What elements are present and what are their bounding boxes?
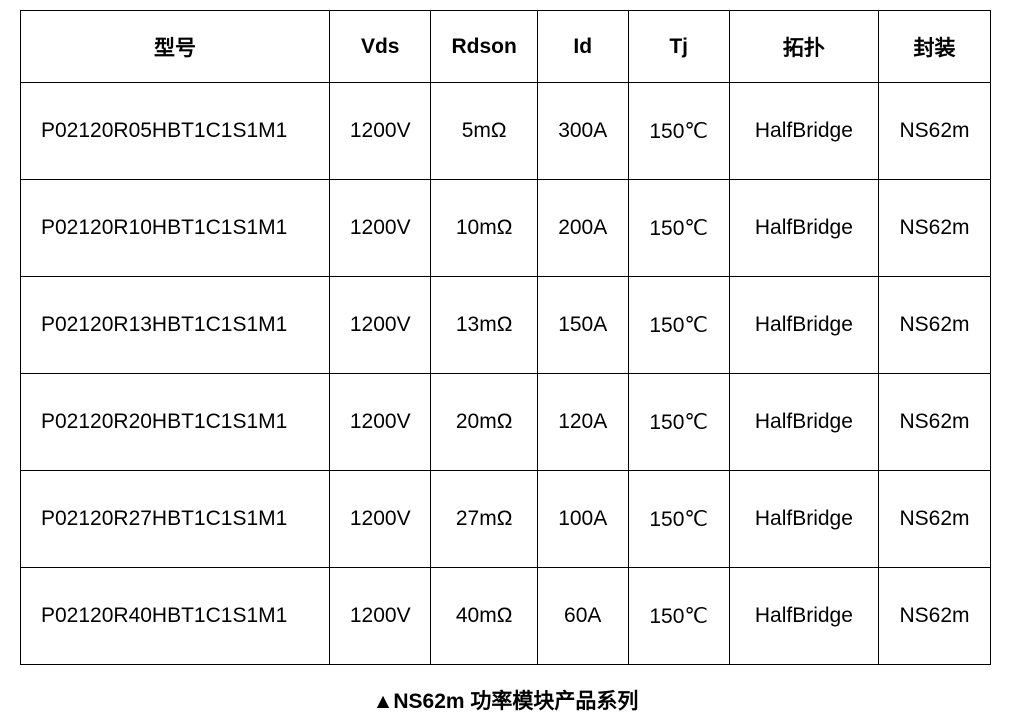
cell-package: NS62m	[879, 180, 991, 277]
cell-package: NS62m	[879, 83, 991, 180]
cell-vds: 1200V	[330, 83, 431, 180]
table-row: P02120R05HBT1C1S1M1 1200V 5mΩ 300A 150℃ …	[21, 83, 991, 180]
cell-topology: HalfBridge	[729, 83, 878, 180]
col-id: Id	[537, 11, 628, 83]
cell-id: 120A	[537, 374, 628, 471]
cell-model: P02120R20HBT1C1S1M1	[21, 374, 330, 471]
cell-rdson: 10mΩ	[431, 180, 538, 277]
cell-tj: 150℃	[628, 83, 729, 180]
cell-id: 150A	[537, 277, 628, 374]
cell-model: P02120R27HBT1C1S1M1	[21, 471, 330, 568]
table-row: P02120R13HBT1C1S1M1 1200V 13mΩ 150A 150℃…	[21, 277, 991, 374]
cell-model: P02120R05HBT1C1S1M1	[21, 83, 330, 180]
cell-tj: 150℃	[628, 374, 729, 471]
cell-topology: HalfBridge	[729, 277, 878, 374]
col-package: 封装	[879, 11, 991, 83]
cell-package: NS62m	[879, 277, 991, 374]
col-rdson: Rdson	[431, 11, 538, 83]
cell-topology: HalfBridge	[729, 374, 878, 471]
cell-tj: 150℃	[628, 471, 729, 568]
cell-package: NS62m	[879, 568, 991, 665]
cell-model: P02120R13HBT1C1S1M1	[21, 277, 330, 374]
cell-topology: HalfBridge	[729, 568, 878, 665]
cell-rdson: 20mΩ	[431, 374, 538, 471]
cell-vds: 1200V	[330, 180, 431, 277]
cell-tj: 150℃	[628, 568, 729, 665]
cell-vds: 1200V	[330, 471, 431, 568]
product-table: 型号 Vds Rdson Id Tj 拓扑 封装 P02120R05HBT1C1…	[20, 10, 991, 665]
cell-tj: 150℃	[628, 180, 729, 277]
table-header-row: 型号 Vds Rdson Id Tj 拓扑 封装	[21, 11, 991, 83]
cell-topology: HalfBridge	[729, 180, 878, 277]
col-tj: Tj	[628, 11, 729, 83]
table-row: P02120R20HBT1C1S1M1 1200V 20mΩ 120A 150℃…	[21, 374, 991, 471]
cell-rdson: 27mΩ	[431, 471, 538, 568]
cell-id: 300A	[537, 83, 628, 180]
cell-topology: HalfBridge	[729, 471, 878, 568]
cell-model: P02120R10HBT1C1S1M1	[21, 180, 330, 277]
cell-rdson: 40mΩ	[431, 568, 538, 665]
cell-vds: 1200V	[330, 374, 431, 471]
cell-rdson: 13mΩ	[431, 277, 538, 374]
table-row: P02120R40HBT1C1S1M1 1200V 40mΩ 60A 150℃ …	[21, 568, 991, 665]
cell-id: 200A	[537, 180, 628, 277]
cell-model: P02120R40HBT1C1S1M1	[21, 568, 330, 665]
col-vds: Vds	[330, 11, 431, 83]
cell-package: NS62m	[879, 374, 991, 471]
table-row: P02120R27HBT1C1S1M1 1200V 27mΩ 100A 150℃…	[21, 471, 991, 568]
table-caption: ▲NS62m 功率模块产品系列	[20, 685, 991, 715]
cell-id: 60A	[537, 568, 628, 665]
cell-vds: 1200V	[330, 568, 431, 665]
col-model: 型号	[21, 11, 330, 83]
cell-id: 100A	[537, 471, 628, 568]
col-topology: 拓扑	[729, 11, 878, 83]
cell-tj: 150℃	[628, 277, 729, 374]
cell-rdson: 5mΩ	[431, 83, 538, 180]
table-row: P02120R10HBT1C1S1M1 1200V 10mΩ 200A 150℃…	[21, 180, 991, 277]
cell-vds: 1200V	[330, 277, 431, 374]
cell-package: NS62m	[879, 471, 991, 568]
